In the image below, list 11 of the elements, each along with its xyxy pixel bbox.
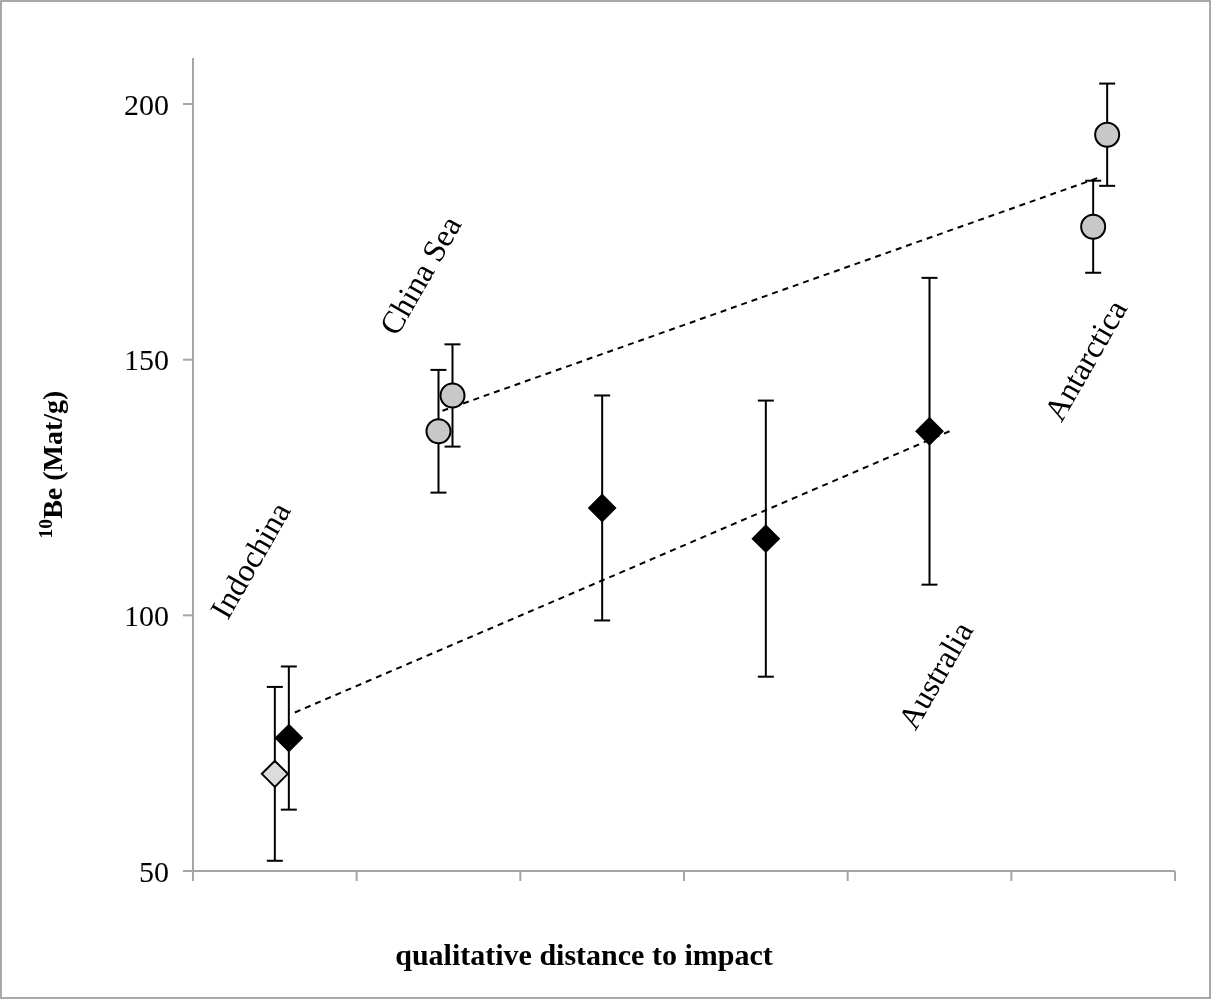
- point: [260, 759, 289, 788]
- y-tick-label: 150: [124, 343, 169, 377]
- point: [588, 493, 617, 522]
- y-tick-label: 200: [124, 87, 169, 121]
- point: [751, 524, 780, 553]
- x-axis-title: qualitative distance to impact: [395, 938, 773, 971]
- point: [1080, 213, 1107, 240]
- y-tick-label: 100: [124, 598, 169, 632]
- point: [425, 418, 452, 445]
- y-tick-label: 50: [139, 854, 169, 888]
- point: [915, 417, 944, 446]
